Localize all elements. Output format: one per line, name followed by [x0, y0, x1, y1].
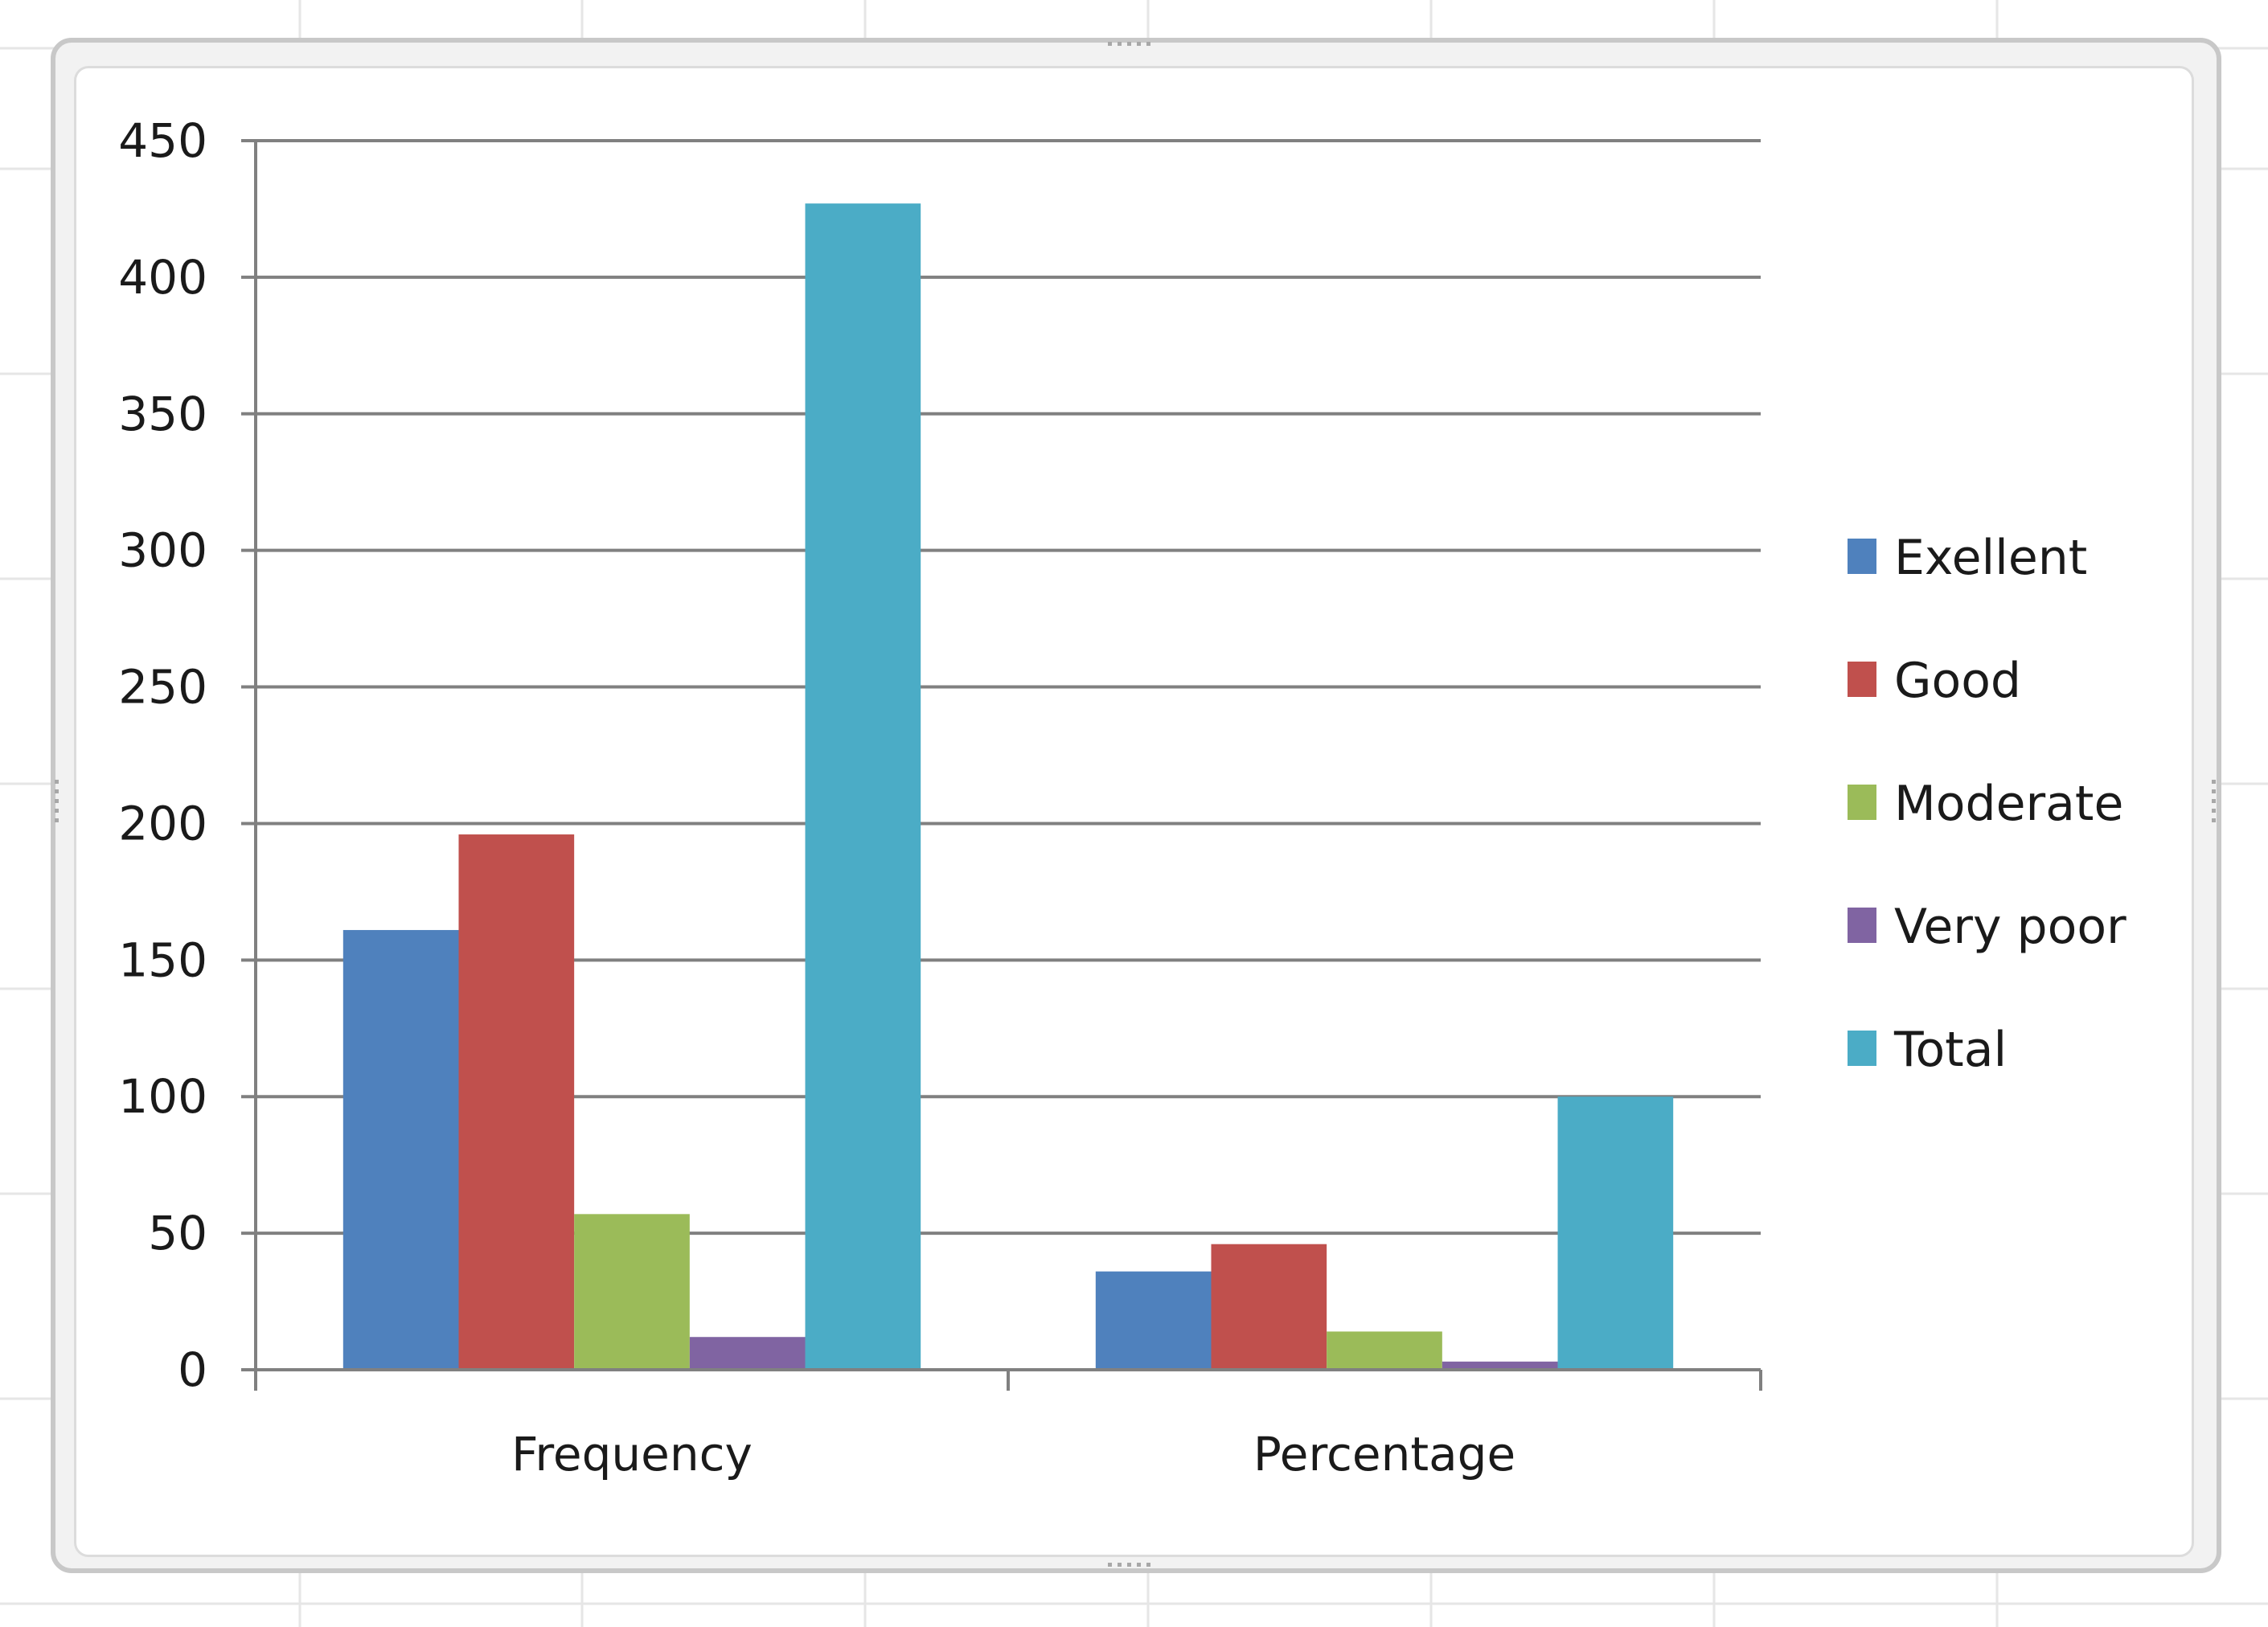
y-tick-label: 350 [118, 387, 207, 441]
legend-swatch [1848, 785, 1876, 820]
resize-handle-bottom[interactable] [1108, 1563, 1150, 1567]
legend-label: Moderate [1894, 776, 2123, 832]
legend-label: Total [1893, 1022, 2007, 1078]
bar-moderate [1327, 1331, 1442, 1370]
legend: Exellent Good Moderate Very poor Total [1848, 530, 2127, 1078]
legend-label: Exellent [1894, 530, 2087, 586]
legend-label: Good [1894, 653, 2021, 709]
legend-swatch [1848, 662, 1876, 697]
y-tick-label: 200 [118, 796, 207, 850]
bar-good [1211, 1244, 1327, 1370]
bar-exellent [342, 929, 459, 1370]
y-tick-label: 100 [118, 1069, 207, 1124]
bar-very-poor [1442, 1361, 1558, 1370]
x-axis [254, 139, 1762, 1391]
legend-swatch [1848, 908, 1876, 943]
y-tick-label: 50 [148, 1206, 207, 1260]
y-tick-label: 450 [118, 113, 207, 168]
y-tick-label: 300 [118, 523, 207, 578]
bars [342, 203, 1674, 1370]
bar-total [1557, 1096, 1674, 1370]
bar-total [805, 203, 921, 1370]
y-tick-label: 400 [118, 250, 207, 305]
legend-swatch [1848, 539, 1876, 574]
x-category-label: Percentage [1253, 1427, 1515, 1482]
y-tick-label: 250 [118, 660, 207, 715]
legend-swatch [1848, 1031, 1876, 1066]
resize-handle-right[interactable] [2212, 780, 2216, 822]
legend-label: Very poor [1894, 899, 2127, 955]
y-tick-label: 0 [178, 1342, 207, 1397]
y-tick-label: 150 [118, 932, 207, 987]
bar-moderate [574, 1214, 690, 1370]
resize-handle-left[interactable] [55, 780, 59, 822]
x-axis-category-labels: Frequency Percentage [511, 1427, 1515, 1482]
bar-exellent [1095, 1271, 1212, 1370]
resize-handle-top[interactable] [1108, 42, 1150, 46]
bar-good [458, 834, 575, 1370]
bar-very-poor [689, 1337, 806, 1370]
x-category-label: Frequency [511, 1427, 753, 1482]
y-axis-tick-labels: 0 50 100 150 200 250 300 350 400 450 [118, 113, 207, 1397]
